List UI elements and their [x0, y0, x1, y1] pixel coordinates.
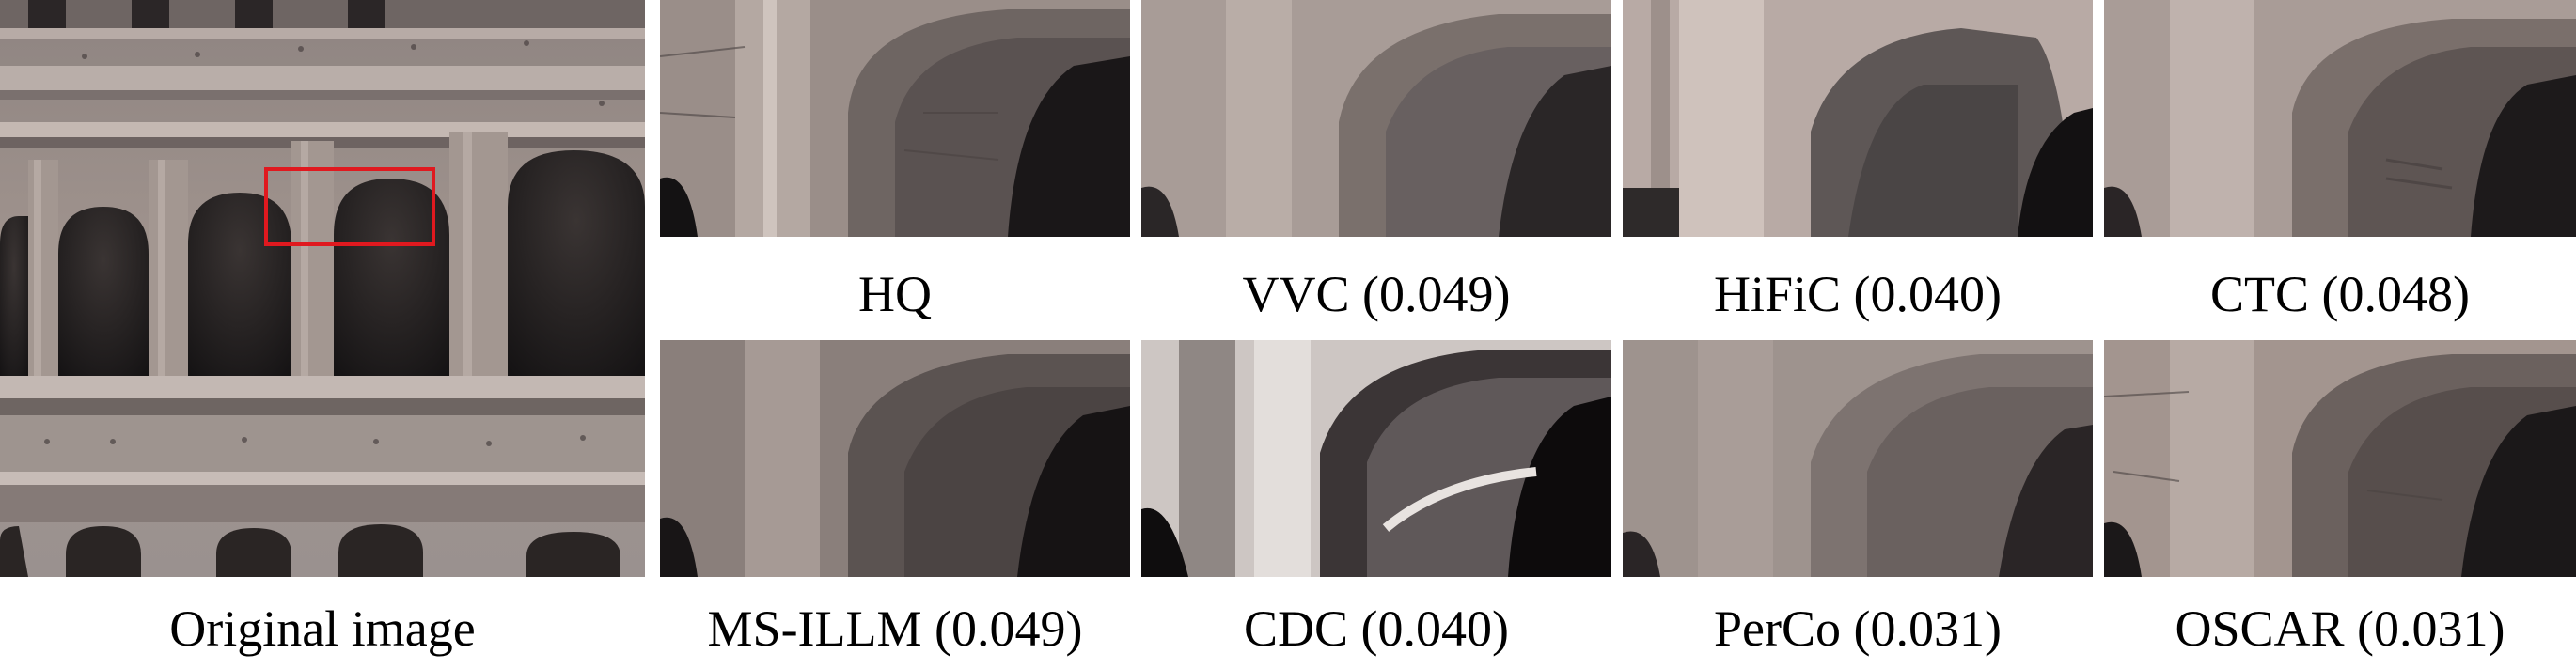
caption-perco: PerCo (0.031)	[1714, 600, 2002, 657]
crop-hific-image	[1623, 0, 2093, 237]
caption-hific: HiFiC (0.040)	[1713, 266, 2003, 322]
panel-perco	[1623, 340, 2093, 577]
crop-oscar-image	[2104, 340, 2576, 577]
crop-hq-image	[660, 0, 1130, 237]
crop-perco-image	[1623, 340, 2093, 577]
caption-ctc: CTC (0.048)	[2210, 266, 2470, 322]
caption-oscar: OSCAR (0.031)	[2175, 600, 2505, 657]
panel-hq	[660, 0, 1130, 237]
panel-hific	[1623, 0, 2093, 237]
zoom-region-box	[264, 167, 435, 246]
crop-ms-illm-image	[660, 340, 1130, 577]
panel-vvc	[1141, 0, 1611, 237]
panel-ctc	[2104, 0, 2576, 237]
caption-vvc: VVC (0.049)	[1242, 266, 1511, 322]
caption-cdc: CDC (0.040)	[1244, 600, 1509, 657]
caption-hq: HQ	[858, 266, 932, 322]
panel-cdc	[1141, 340, 1611, 577]
colosseum-photo	[0, 0, 645, 577]
crop-ctc-image	[2104, 0, 2576, 237]
original-image-panel	[0, 0, 645, 577]
caption-ms-illm: MS-ILLM (0.049)	[707, 600, 1083, 657]
crop-cdc-image	[1141, 340, 1611, 577]
panel-oscar	[2104, 340, 2576, 577]
original-image-caption: Original image	[169, 600, 476, 657]
panel-ms-illm	[660, 340, 1130, 577]
crop-vvc-image	[1141, 0, 1611, 237]
